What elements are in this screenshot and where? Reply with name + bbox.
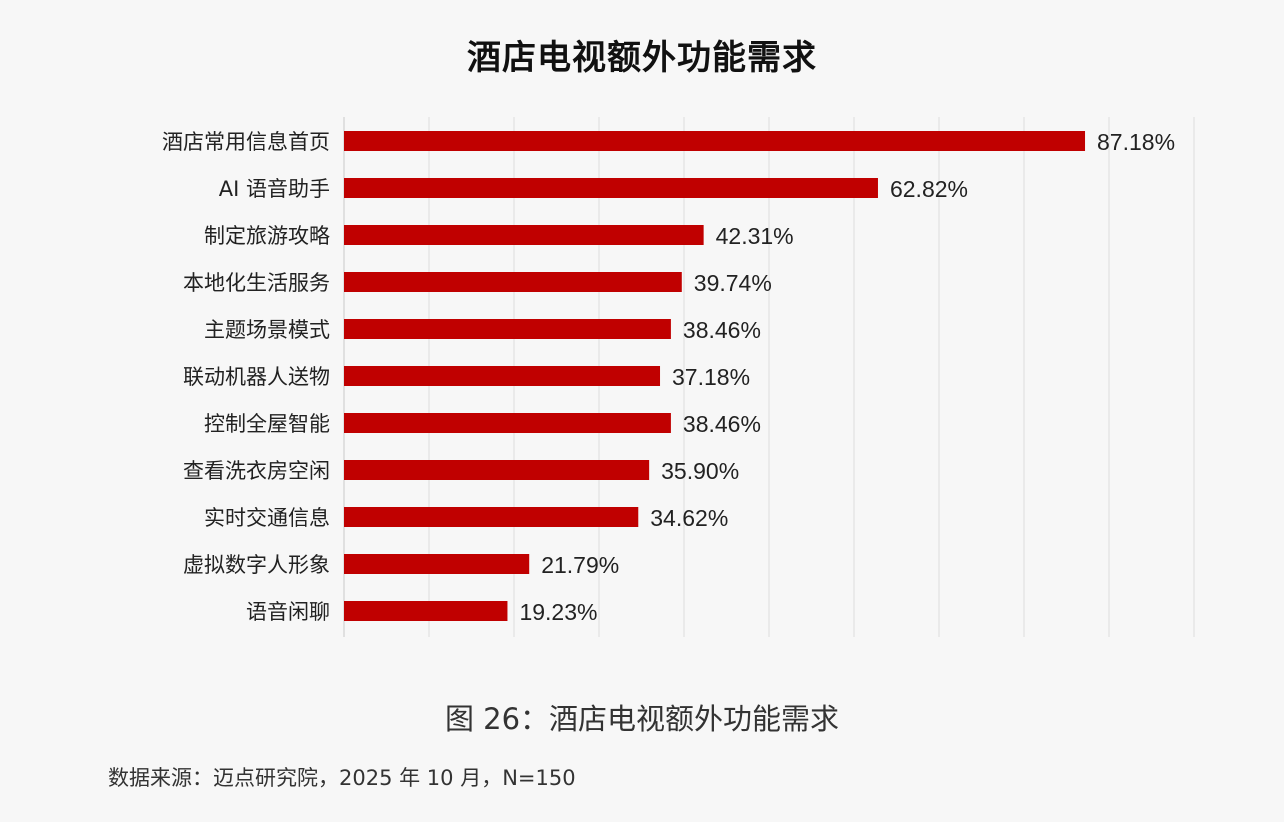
data-label: 21.79% (541, 552, 619, 578)
data-label: 34.62% (650, 505, 728, 531)
category-label: AI 语音助手 (219, 177, 330, 201)
category-label: 本地化生活服务 (183, 271, 330, 295)
bar (344, 178, 878, 198)
data-source-note: 数据来源：迈点研究院，2025 年 10 月，N=150 (108, 766, 576, 790)
category-label: 联动机器人送物 (183, 365, 330, 389)
category-label: 查看洗衣房空闲 (183, 459, 330, 483)
category-label: 虚拟数字人形象 (183, 553, 330, 577)
chart-title: 酒店电视额外功能需求 (467, 38, 817, 78)
category-label: 语音闲聊 (246, 600, 330, 624)
data-label: 35.90% (661, 458, 739, 484)
data-label: 19.23% (519, 599, 597, 625)
bar (344, 131, 1086, 151)
data-label: 38.46% (683, 411, 761, 437)
bar (344, 413, 671, 433)
data-label: 62.82% (890, 176, 968, 202)
bar (344, 366, 661, 386)
bar (344, 272, 682, 292)
category-label: 主题场景模式 (204, 318, 330, 342)
category-label: 酒店常用信息首页 (162, 130, 330, 154)
category-label: 控制全屋智能 (204, 412, 330, 436)
bar (344, 225, 704, 245)
bar (344, 554, 530, 574)
bar (344, 601, 508, 621)
data-label: 38.46% (683, 317, 761, 343)
data-label: 87.18% (1097, 129, 1175, 155)
category-label: 制定旅游攻略 (204, 224, 330, 248)
data-label: 37.18% (672, 364, 750, 390)
data-label: 42.31% (716, 223, 794, 249)
bar (344, 460, 650, 480)
bar (344, 319, 671, 339)
data-label: 39.74% (694, 270, 772, 296)
figure-caption: 图 26：酒店电视额外功能需求 (444, 702, 840, 736)
category-label: 实时交通信息 (204, 506, 330, 530)
bar (344, 507, 639, 527)
bar-chart: 酒店常用信息首页 87.18% AI 语音助手 62.82% 制定旅游攻略 42.31% 本… (162, 117, 1195, 637)
